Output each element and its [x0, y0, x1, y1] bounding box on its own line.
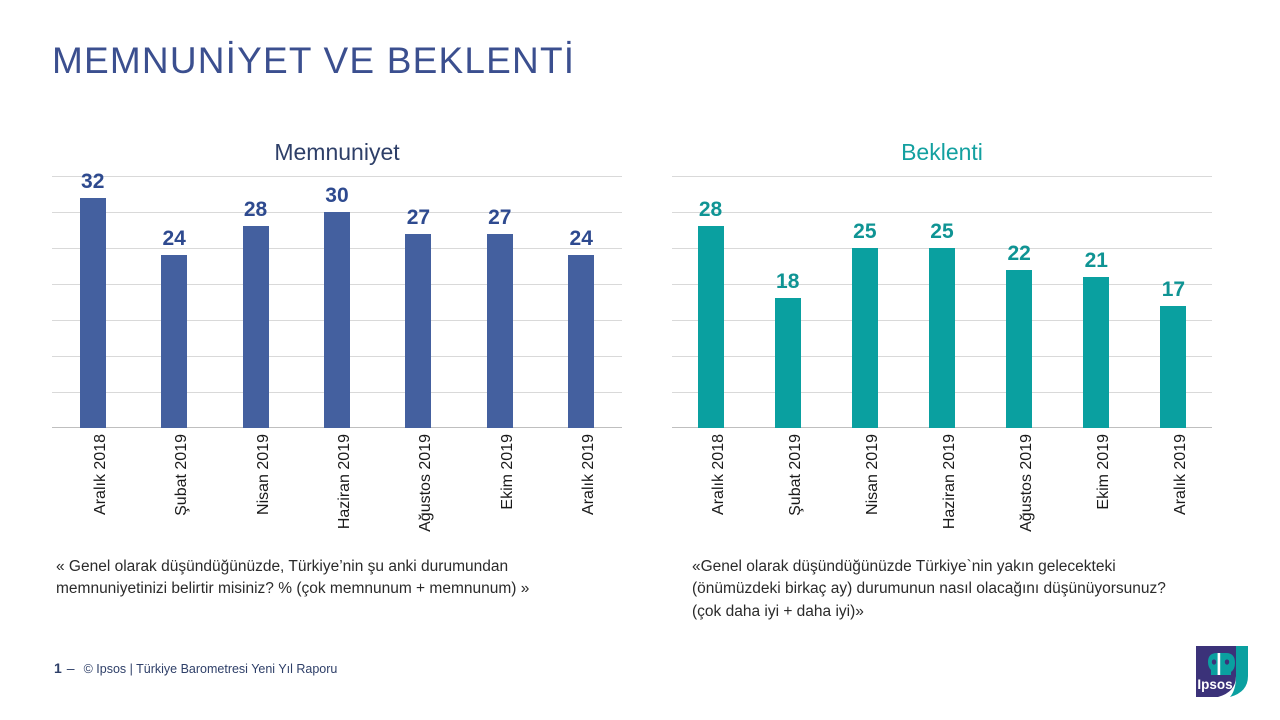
bar-value-label: 25 [930, 220, 954, 243]
bar[interactable]: 21 [1083, 249, 1110, 428]
plot-area-beklenti: 28 18 25 25 22 21 17 [672, 176, 1212, 428]
category-tick: Aralık 2019 [541, 428, 622, 540]
category-tick: Ağustos 2019 [378, 428, 459, 540]
bar-value-label: 27 [488, 205, 512, 229]
bar-slot: 17 [1135, 176, 1212, 428]
bar-slot: 27 [459, 176, 540, 428]
category-tick: Ekim 2019 [1058, 428, 1135, 540]
bar-value-label: 22 [1007, 241, 1031, 265]
category-tick: Ekim 2019 [459, 428, 540, 540]
category-axis-memnuniyet: Aralık 2018 Şubat 2019 Nisan 2019 Haziran 2… [52, 428, 622, 540]
bar-slot: 21 [1058, 176, 1135, 428]
category-label: Aralık 2019 [580, 434, 598, 515]
gridline [672, 176, 1212, 177]
ipsos-logo: Ipsos [1196, 646, 1248, 697]
category-tick: Aralık 2019 [1135, 428, 1212, 540]
category-tick: Şubat 2019 [133, 428, 214, 540]
bar-value-label: 18 [776, 270, 800, 294]
category-label: Şubat 2019 [786, 434, 804, 516]
chart-panel-beklenti: Beklenti 28 18 25 25 22 21 17 Aralık 2018 Şubat… [672, 138, 1212, 540]
chart-title-memnuniyet: Memnuniyet [274, 139, 400, 165]
bar[interactable]: 18 [774, 270, 801, 428]
ipsos-logo-icon: Ipsos [1196, 646, 1248, 697]
bar-value-label: 25 [853, 220, 877, 243]
category-axis-beklenti: Aralık 2018 Şubat 2019 Nisan 2019 Haziran 2… [672, 428, 1212, 540]
bar[interactable]: 17 [1160, 278, 1187, 428]
bar-slot: 22 [981, 176, 1058, 428]
category-label: Haziran 2019 [335, 434, 353, 530]
bar[interactable]: 28 [697, 198, 724, 428]
bar-value-label: 28 [243, 198, 268, 222]
bar[interactable]: 27 [486, 206, 513, 428]
bar-value-label: 32 [81, 169, 105, 193]
category-tick: Nisan 2019 [826, 428, 903, 540]
bar-slot: 30 [296, 176, 377, 428]
bar[interactable]: 24 [161, 227, 188, 428]
plot-area-memnuniyet: 32 24 28 30 27 27 24 [52, 170, 622, 428]
gridline [672, 212, 1212, 213]
category-tick: Ağustos 2019 [981, 428, 1058, 540]
category-label: Ağustos 2019 [417, 434, 435, 532]
category-tick: Haziran 2019 [903, 428, 980, 540]
bar[interactable]: 28 [242, 198, 269, 428]
category-tick: Şubat 2019 [749, 428, 826, 540]
bar-slot: 18 [749, 176, 826, 428]
chart-title-beklenti: Beklenti [901, 139, 983, 165]
bar[interactable]: 25 [928, 220, 955, 428]
bar-slot: 32 [52, 170, 133, 428]
bar-slot: 28 [672, 176, 749, 428]
bar[interactable]: 25 [851, 220, 878, 428]
bar[interactable]: 32 [79, 170, 106, 428]
category-label: Ekim 2019 [1095, 434, 1113, 510]
footnote-beklenti: «Genel olarak düşündüğünüzde Türkiye`nin… [692, 558, 1166, 620]
category-tick: Nisan 2019 [215, 428, 296, 540]
gridline [52, 176, 622, 177]
bar-slot: 25 [826, 176, 903, 428]
category-tick: Haziran 2019 [296, 428, 377, 540]
bar-value-label: 24 [162, 227, 186, 251]
bar-value-label: 24 [569, 227, 593, 251]
bar-value-label: 30 [325, 184, 349, 207]
bar-value-label: 28 [698, 198, 723, 222]
category-tick: Aralık 2018 [672, 428, 749, 540]
bar-slot: 24 [541, 176, 622, 428]
bar-series-beklenti: 28 18 25 25 22 21 17 [672, 176, 1212, 428]
bar-value-label: 21 [1084, 248, 1108, 272]
bar-slot: 25 [903, 176, 980, 428]
category-label: Ağustos 2019 [1018, 434, 1036, 532]
category-label: Haziran 2019 [940, 434, 958, 530]
page-number: 1 [54, 660, 62, 676]
bar[interactable]: 24 [568, 227, 595, 428]
footer-dash: – [66, 660, 75, 676]
chart-panel-memnuniyet: Memnuniyet 32 24 28 30 27 27 24 Aralık 2018 Şub… [52, 138, 622, 540]
footnote-memnuniyet: « Genel olarak düşündüğünüzde, Türkiye’n… [56, 558, 530, 598]
bar-slot: 27 [378, 176, 459, 428]
footer: 1 – © Ipsos | Türkiye Barometresi Yeni Y… [54, 660, 337, 676]
category-label: Nisan 2019 [254, 434, 272, 515]
bar[interactable]: 30 [323, 184, 350, 428]
category-label: Aralık 2018 [91, 434, 109, 515]
bar[interactable]: 27 [405, 206, 432, 428]
bar[interactable]: 22 [1006, 242, 1033, 428]
bar-series-memnuniyet: 32 24 28 30 27 27 24 [52, 170, 622, 428]
ipsos-wordmark: Ipsos [1197, 677, 1232, 692]
bar-slot: 28 [215, 176, 296, 428]
category-label: Nisan 2019 [863, 434, 881, 515]
page-title: MEMNUNİYET VE BEKLENTİ [52, 40, 576, 81]
footer-copyright: © Ipsos | Türkiye Barometresi Yeni Yıl R… [83, 662, 338, 676]
category-tick: Aralık 2018 [52, 428, 133, 540]
bar-value-label: 27 [406, 205, 431, 229]
category-label: Aralık 2019 [1172, 434, 1190, 515]
bar-value-label: 17 [1161, 277, 1186, 301]
category-label: Şubat 2019 [173, 434, 191, 516]
category-label: Ekim 2019 [498, 434, 516, 510]
category-label: Aralık 2018 [709, 434, 727, 515]
bar-slot: 24 [133, 176, 214, 428]
